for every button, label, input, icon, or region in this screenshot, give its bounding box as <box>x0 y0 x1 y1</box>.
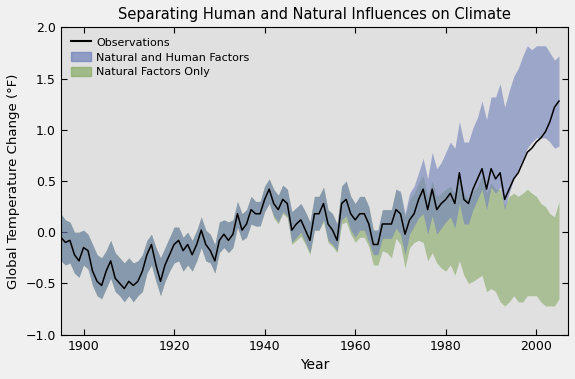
Legend: Observations, Natural and Human Factors, Natural Factors Only: Observations, Natural and Human Factors,… <box>67 33 254 82</box>
Title: Separating Human and Natural Influences on Climate: Separating Human and Natural Influences … <box>118 7 511 22</box>
Y-axis label: Global Temperature Change (°F): Global Temperature Change (°F) <box>7 73 20 289</box>
X-axis label: Year: Year <box>300 358 329 372</box>
